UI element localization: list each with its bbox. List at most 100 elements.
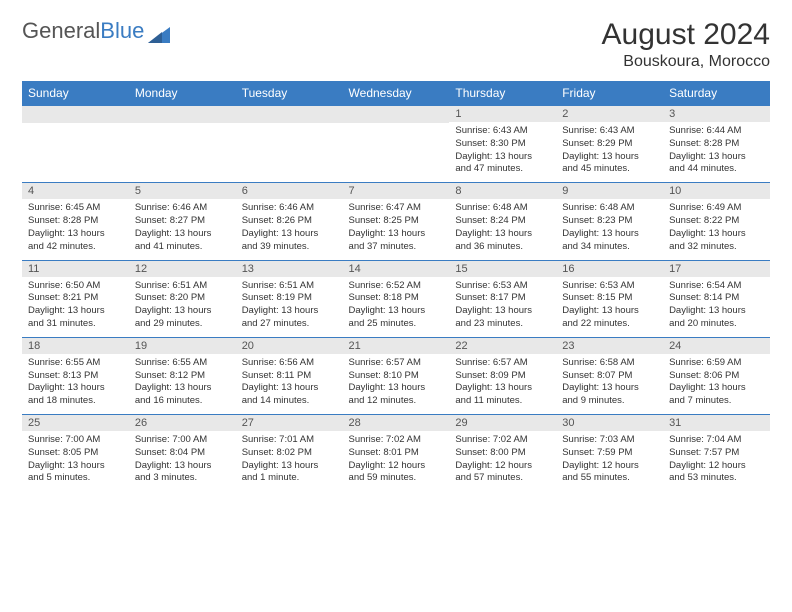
day-number: 5	[129, 183, 236, 199]
day-line: Daylight: 12 hours and 53 minutes.	[669, 460, 764, 486]
calendar-cell: 13Sunrise: 6:51 AMSunset: 8:19 PMDayligh…	[236, 260, 343, 337]
day-line: Sunset: 8:23 PM	[562, 215, 657, 228]
day-line: Daylight: 13 hours and 25 minutes.	[349, 305, 444, 331]
calendar-cell: 16Sunrise: 6:53 AMSunset: 8:15 PMDayligh…	[556, 260, 663, 337]
day-details: Sunrise: 6:52 AMSunset: 8:18 PMDaylight:…	[343, 277, 450, 337]
day-number: 4	[22, 183, 129, 199]
day-line: Daylight: 13 hours and 3 minutes.	[135, 460, 230, 486]
day-line: Daylight: 13 hours and 36 minutes.	[455, 228, 550, 254]
day-line: Daylight: 13 hours and 27 minutes.	[242, 305, 337, 331]
day-line: Daylight: 13 hours and 42 minutes.	[28, 228, 123, 254]
day-line: Sunset: 8:06 PM	[669, 370, 764, 383]
day-line: Daylight: 13 hours and 34 minutes.	[562, 228, 657, 254]
day-details: Sunrise: 6:58 AMSunset: 8:07 PMDaylight:…	[556, 354, 663, 414]
day-line: Sunrise: 6:57 AM	[455, 357, 550, 370]
day-number: 23	[556, 338, 663, 354]
day-line: Daylight: 13 hours and 7 minutes.	[669, 382, 764, 408]
day-line: Sunset: 8:05 PM	[28, 447, 123, 460]
day-line: Sunrise: 6:45 AM	[28, 202, 123, 215]
day-line: Sunrise: 6:48 AM	[562, 202, 657, 215]
calendar-cell: 20Sunrise: 6:56 AMSunset: 8:11 PMDayligh…	[236, 337, 343, 414]
day-line: Sunset: 8:28 PM	[28, 215, 123, 228]
day-details: Sunrise: 6:51 AMSunset: 8:19 PMDaylight:…	[236, 277, 343, 337]
day-number	[129, 106, 236, 123]
day-number: 29	[449, 415, 556, 431]
day-line: Daylight: 13 hours and 31 minutes.	[28, 305, 123, 331]
day-number: 7	[343, 183, 450, 199]
calendar-cell: 17Sunrise: 6:54 AMSunset: 8:14 PMDayligh…	[663, 260, 770, 337]
day-line: Sunrise: 6:56 AM	[242, 357, 337, 370]
day-line: Sunset: 8:17 PM	[455, 292, 550, 305]
day-details: Sunrise: 6:47 AMSunset: 8:25 PMDaylight:…	[343, 199, 450, 259]
day-line: Daylight: 13 hours and 1 minute.	[242, 460, 337, 486]
calendar-cell: 1Sunrise: 6:43 AMSunset: 8:30 PMDaylight…	[449, 106, 556, 183]
day-number: 25	[22, 415, 129, 431]
day-line: Daylight: 13 hours and 5 minutes.	[28, 460, 123, 486]
calendar-cell: 18Sunrise: 6:55 AMSunset: 8:13 PMDayligh…	[22, 337, 129, 414]
calendar-body: 1Sunrise: 6:43 AMSunset: 8:30 PMDaylight…	[22, 106, 770, 492]
sail-icon	[148, 23, 170, 39]
day-line: Daylight: 13 hours and 22 minutes.	[562, 305, 657, 331]
day-number: 31	[663, 415, 770, 431]
day-line: Sunset: 8:09 PM	[455, 370, 550, 383]
logo-text-2: Blue	[100, 18, 144, 44]
day-header: Sunday	[22, 81, 129, 106]
calendar-cell: 30Sunrise: 7:03 AMSunset: 7:59 PMDayligh…	[556, 415, 663, 492]
calendar-week: 1Sunrise: 6:43 AMSunset: 8:30 PMDaylight…	[22, 106, 770, 183]
day-details	[343, 123, 450, 132]
day-line: Daylight: 13 hours and 16 minutes.	[135, 382, 230, 408]
day-line: Sunrise: 6:46 AM	[242, 202, 337, 215]
calendar-cell	[129, 106, 236, 183]
day-line: Sunrise: 6:58 AM	[562, 357, 657, 370]
day-number: 12	[129, 261, 236, 277]
calendar-cell: 29Sunrise: 7:02 AMSunset: 8:00 PMDayligh…	[449, 415, 556, 492]
day-line: Sunrise: 7:00 AM	[135, 434, 230, 447]
day-line: Sunrise: 7:02 AM	[349, 434, 444, 447]
day-header: Friday	[556, 81, 663, 106]
day-number: 3	[663, 106, 770, 122]
day-details: Sunrise: 6:55 AMSunset: 8:13 PMDaylight:…	[22, 354, 129, 414]
calendar-table: SundayMondayTuesdayWednesdayThursdayFrid…	[22, 81, 770, 491]
day-line: Sunset: 8:14 PM	[669, 292, 764, 305]
day-line: Sunrise: 6:47 AM	[349, 202, 444, 215]
day-line: Sunset: 8:29 PM	[562, 138, 657, 151]
day-line: Sunrise: 6:51 AM	[135, 280, 230, 293]
day-line: Sunset: 7:59 PM	[562, 447, 657, 460]
calendar-cell: 7Sunrise: 6:47 AMSunset: 8:25 PMDaylight…	[343, 183, 450, 260]
day-line: Sunset: 8:21 PM	[28, 292, 123, 305]
calendar-cell: 5Sunrise: 6:46 AMSunset: 8:27 PMDaylight…	[129, 183, 236, 260]
day-number: 10	[663, 183, 770, 199]
day-line: Sunset: 8:27 PM	[135, 215, 230, 228]
calendar-cell: 14Sunrise: 6:52 AMSunset: 8:18 PMDayligh…	[343, 260, 450, 337]
day-line: Daylight: 13 hours and 39 minutes.	[242, 228, 337, 254]
day-details: Sunrise: 6:55 AMSunset: 8:12 PMDaylight:…	[129, 354, 236, 414]
calendar-week: 11Sunrise: 6:50 AMSunset: 8:21 PMDayligh…	[22, 260, 770, 337]
day-line: Sunset: 8:15 PM	[562, 292, 657, 305]
day-line: Daylight: 13 hours and 45 minutes.	[562, 151, 657, 177]
day-line: Sunset: 8:26 PM	[242, 215, 337, 228]
day-details: Sunrise: 6:53 AMSunset: 8:15 PMDaylight:…	[556, 277, 663, 337]
day-header: Tuesday	[236, 81, 343, 106]
day-line: Sunrise: 6:43 AM	[455, 125, 550, 138]
day-details: Sunrise: 6:46 AMSunset: 8:26 PMDaylight:…	[236, 199, 343, 259]
calendar-cell: 15Sunrise: 6:53 AMSunset: 8:17 PMDayligh…	[449, 260, 556, 337]
day-line: Sunrise: 6:53 AM	[562, 280, 657, 293]
day-number: 15	[449, 261, 556, 277]
day-details: Sunrise: 7:02 AMSunset: 8:00 PMDaylight:…	[449, 431, 556, 491]
day-details: Sunrise: 6:50 AMSunset: 8:21 PMDaylight:…	[22, 277, 129, 337]
day-line: Sunset: 8:10 PM	[349, 370, 444, 383]
calendar-cell: 23Sunrise: 6:58 AMSunset: 8:07 PMDayligh…	[556, 337, 663, 414]
header: GeneralBlue August 2024 Bouskoura, Moroc…	[22, 18, 770, 71]
day-line: Sunset: 8:13 PM	[28, 370, 123, 383]
calendar-cell: 9Sunrise: 6:48 AMSunset: 8:23 PMDaylight…	[556, 183, 663, 260]
calendar-cell: 4 Sunrise: 6:45 AMSunset: 8:28 PMDaylight…	[22, 183, 129, 260]
day-number	[236, 106, 343, 123]
day-details: Sunrise: 6:49 AMSunset: 8:22 PMDaylight:…	[663, 199, 770, 259]
calendar-cell: 28Sunrise: 7:02 AMSunset: 8:01 PMDayligh…	[343, 415, 450, 492]
day-details: Sunrise: 7:00 AMSunset: 8:04 PMDaylight:…	[129, 431, 236, 491]
calendar-cell: 8Sunrise: 6:48 AMSunset: 8:24 PMDaylight…	[449, 183, 556, 260]
day-details: Sunrise: 7:00 AMSunset: 8:05 PMDaylight:…	[22, 431, 129, 491]
day-number: 1	[449, 106, 556, 122]
day-number: 18	[22, 338, 129, 354]
calendar-cell: 26Sunrise: 7:00 AMSunset: 8:04 PMDayligh…	[129, 415, 236, 492]
